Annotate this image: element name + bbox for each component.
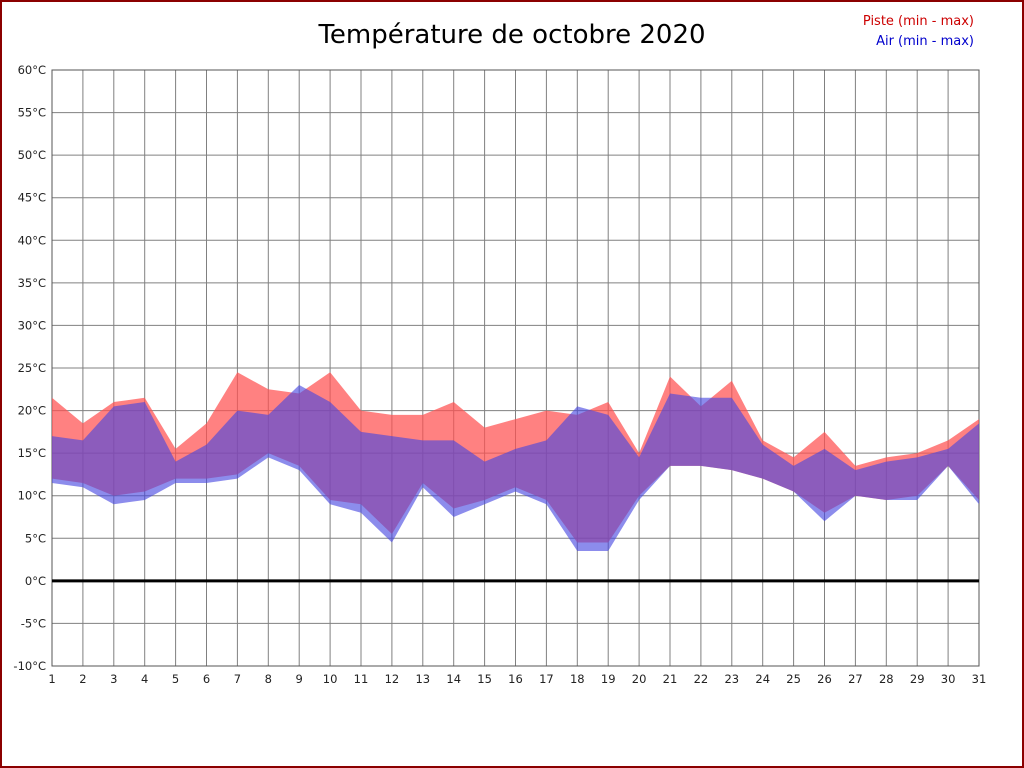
svg-text:60°C: 60°C	[18, 63, 46, 77]
svg-text:19: 19	[601, 672, 616, 686]
svg-text:55°C: 55°C	[18, 106, 46, 120]
svg-text:20: 20	[632, 672, 647, 686]
svg-text:30: 30	[941, 672, 956, 686]
svg-text:14: 14	[446, 672, 461, 686]
svg-text:17: 17	[539, 672, 554, 686]
svg-text:15°C: 15°C	[18, 446, 46, 460]
svg-text:5: 5	[172, 672, 179, 686]
svg-text:23: 23	[724, 672, 739, 686]
svg-text:26: 26	[817, 672, 832, 686]
svg-text:6: 6	[203, 672, 210, 686]
svg-text:9: 9	[296, 672, 303, 686]
svg-text:40°C: 40°C	[18, 233, 46, 247]
svg-text:0°C: 0°C	[25, 574, 46, 588]
svg-text:-5°C: -5°C	[21, 616, 46, 630]
svg-text:24: 24	[755, 672, 770, 686]
svg-text:7: 7	[234, 672, 241, 686]
svg-text:27: 27	[848, 672, 863, 686]
legend: Piste (min - max) Air (min - max)	[863, 12, 974, 52]
legend-piste-label: Piste (min - max)	[862, 14, 974, 29]
svg-text:11: 11	[354, 672, 369, 686]
x-axis-labels: 1 2 3 4 5 6 7 8 9 10 11 12 13 14 15 16 17 18 19 20 21 22 23 24 2…	[48, 672, 986, 686]
svg-text:4: 4	[141, 672, 148, 686]
svg-text:20°C: 20°C	[18, 404, 46, 418]
svg-text:16: 16	[508, 672, 523, 686]
svg-text:5°C: 5°C	[25, 531, 46, 545]
svg-text:30°C: 30°C	[18, 318, 46, 332]
y-axis-labels: 60°C 55°C 50°C 45°C 40°C 35°C 30°C 25°C 20°C 15°C…	[13, 63, 46, 673]
svg-text:3: 3	[110, 672, 117, 686]
svg-text:15: 15	[477, 672, 492, 686]
air-band	[52, 385, 979, 552]
svg-text:10°C: 10°C	[18, 489, 46, 503]
plot-border	[51, 69, 980, 667]
svg-text:1: 1	[48, 672, 55, 686]
svg-text:2: 2	[79, 672, 86, 686]
svg-text:25: 25	[786, 672, 801, 686]
svg-text:13: 13	[415, 672, 430, 686]
svg-text:31: 31	[972, 672, 987, 686]
svg-text:50°C: 50°C	[18, 148, 46, 162]
svg-text:10: 10	[323, 672, 338, 686]
svg-text:28: 28	[879, 672, 894, 686]
svg-text:12: 12	[385, 672, 400, 686]
grid	[51, 69, 980, 667]
svg-text:29: 29	[910, 672, 925, 686]
legend-air-label: Air (min - max)	[876, 34, 974, 49]
svg-text:45°C: 45°C	[18, 191, 46, 205]
svg-text:8: 8	[265, 672, 272, 686]
svg-text:21: 21	[663, 672, 678, 686]
svg-text:35°C: 35°C	[18, 276, 46, 290]
svg-text:18: 18	[570, 672, 585, 686]
svg-text:22: 22	[694, 672, 709, 686]
chart-title: Température de octobre 2020	[318, 20, 706, 50]
svg-text:-10°C: -10°C	[13, 659, 46, 673]
svg-text:25°C: 25°C	[18, 361, 46, 375]
